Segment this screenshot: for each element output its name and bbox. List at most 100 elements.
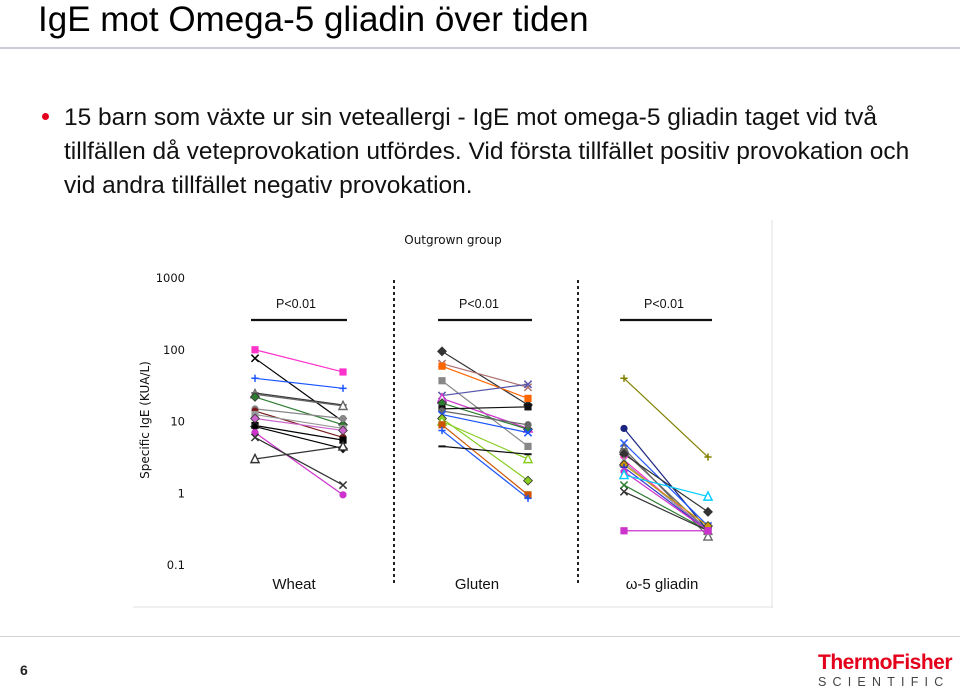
- series-line: [441, 429, 529, 499]
- data-point: [438, 377, 446, 385]
- series-line: [441, 350, 529, 406]
- series-line: [254, 445, 344, 460]
- thermofisher-logo: ThermoFisher SCIENTIFIC: [818, 651, 953, 689]
- series-line: [623, 451, 709, 532]
- footer-divider: [0, 636, 960, 637]
- series-line: [441, 413, 529, 434]
- p-value-label: P<0.01: [276, 297, 316, 311]
- data-point: [620, 527, 628, 535]
- data-point: [438, 421, 446, 429]
- y-axis-label: Specific IgE (KUA/L): [138, 361, 152, 479]
- data-point: [619, 480, 629, 490]
- series-line: [441, 445, 529, 455]
- series-line: [623, 464, 709, 527]
- series-line: [441, 402, 529, 430]
- data-point: [703, 506, 713, 517]
- bullet-text: 15 barn som växte ur sin veteallergi - I…: [64, 104, 910, 199]
- data-point: [524, 403, 532, 411]
- series-line: [254, 357, 344, 422]
- series-line: [441, 397, 529, 430]
- data-point: [437, 346, 447, 357]
- series-line: [254, 424, 344, 441]
- group-label: Gluten: [455, 576, 499, 593]
- data-point: [620, 424, 628, 433]
- p-value-label: P<0.01: [644, 297, 684, 311]
- slide-title: IgE mot Omega-5 gliadin över tiden: [38, 0, 589, 39]
- chart-title: Outgrown group: [404, 233, 501, 247]
- data-point: [523, 380, 533, 389]
- series-line: [441, 418, 529, 482]
- data-point: [524, 394, 532, 402]
- y-tick-label: 0.1: [167, 558, 185, 572]
- y-tick-label: 100: [163, 343, 185, 357]
- series-line: [441, 406, 529, 410]
- bullet-dot-icon: [42, 113, 49, 120]
- series-line: [623, 461, 709, 532]
- y-tick-label: 1: [178, 486, 185, 500]
- data-point: [704, 527, 712, 535]
- data-point: [702, 490, 714, 501]
- data-point: [524, 494, 532, 502]
- series-line: [623, 474, 709, 498]
- group-label: Wheat: [272, 576, 316, 593]
- series-line: [254, 393, 344, 407]
- series-line: [254, 432, 344, 496]
- data-point: [251, 429, 259, 437]
- data-point: [251, 374, 259, 382]
- logo-wordmark: ThermoFisher: [818, 651, 953, 674]
- data-point: [339, 368, 347, 376]
- chart-container: Outgrown group Specific IgE (KUA/L) 1000 10…: [133, 220, 773, 608]
- series-line: [254, 396, 344, 426]
- series-line: [254, 425, 344, 450]
- data-point: [338, 480, 348, 490]
- series-line: [254, 417, 344, 432]
- series-line: [254, 377, 344, 389]
- data-point: [339, 414, 347, 423]
- data-point: [249, 452, 261, 464]
- page-number: 6: [20, 662, 28, 678]
- data-point: [524, 442, 532, 450]
- data-point: [250, 354, 260, 363]
- data-point: [438, 426, 446, 435]
- data-point: [250, 391, 260, 402]
- group-label: ω-5 gliadin: [626, 576, 699, 593]
- series-line: [254, 413, 344, 430]
- series-line: [254, 349, 344, 373]
- series-line: [254, 436, 344, 486]
- data-point: [339, 436, 347, 444]
- data-point: [618, 468, 630, 480]
- y-tick-label: 1000: [156, 271, 185, 285]
- p-value-label: P<0.01: [459, 297, 499, 311]
- data-point: [251, 346, 259, 354]
- series-line: [623, 442, 709, 527]
- data-point: [522, 452, 534, 464]
- series-line: [623, 377, 709, 458]
- series-line: [441, 424, 529, 496]
- data-point: [338, 425, 348, 436]
- data-point: [704, 453, 712, 461]
- data-point: [337, 399, 349, 411]
- data-point: [339, 384, 347, 392]
- data-point: [339, 491, 347, 499]
- series-line: [623, 484, 709, 532]
- data-point: [438, 362, 446, 370]
- series-line: [623, 471, 709, 532]
- series-line: [254, 392, 344, 406]
- data-point: [250, 433, 260, 442]
- title-divider: [0, 47, 960, 49]
- series-line: [441, 365, 529, 399]
- data-point: [619, 487, 629, 496]
- series-line: [441, 363, 529, 388]
- series-line: [441, 410, 529, 426]
- logo-subline: SCIENTIFIC: [818, 675, 950, 689]
- y-tick-label: 10: [170, 415, 185, 429]
- data-point: [523, 428, 533, 437]
- data-point: [337, 440, 349, 451]
- data-point: [702, 530, 714, 541]
- data-point: [524, 421, 532, 429]
- series-line: [623, 428, 709, 532]
- series-line: [623, 491, 709, 532]
- data-point: [523, 475, 533, 486]
- chart-panel: [133, 220, 773, 608]
